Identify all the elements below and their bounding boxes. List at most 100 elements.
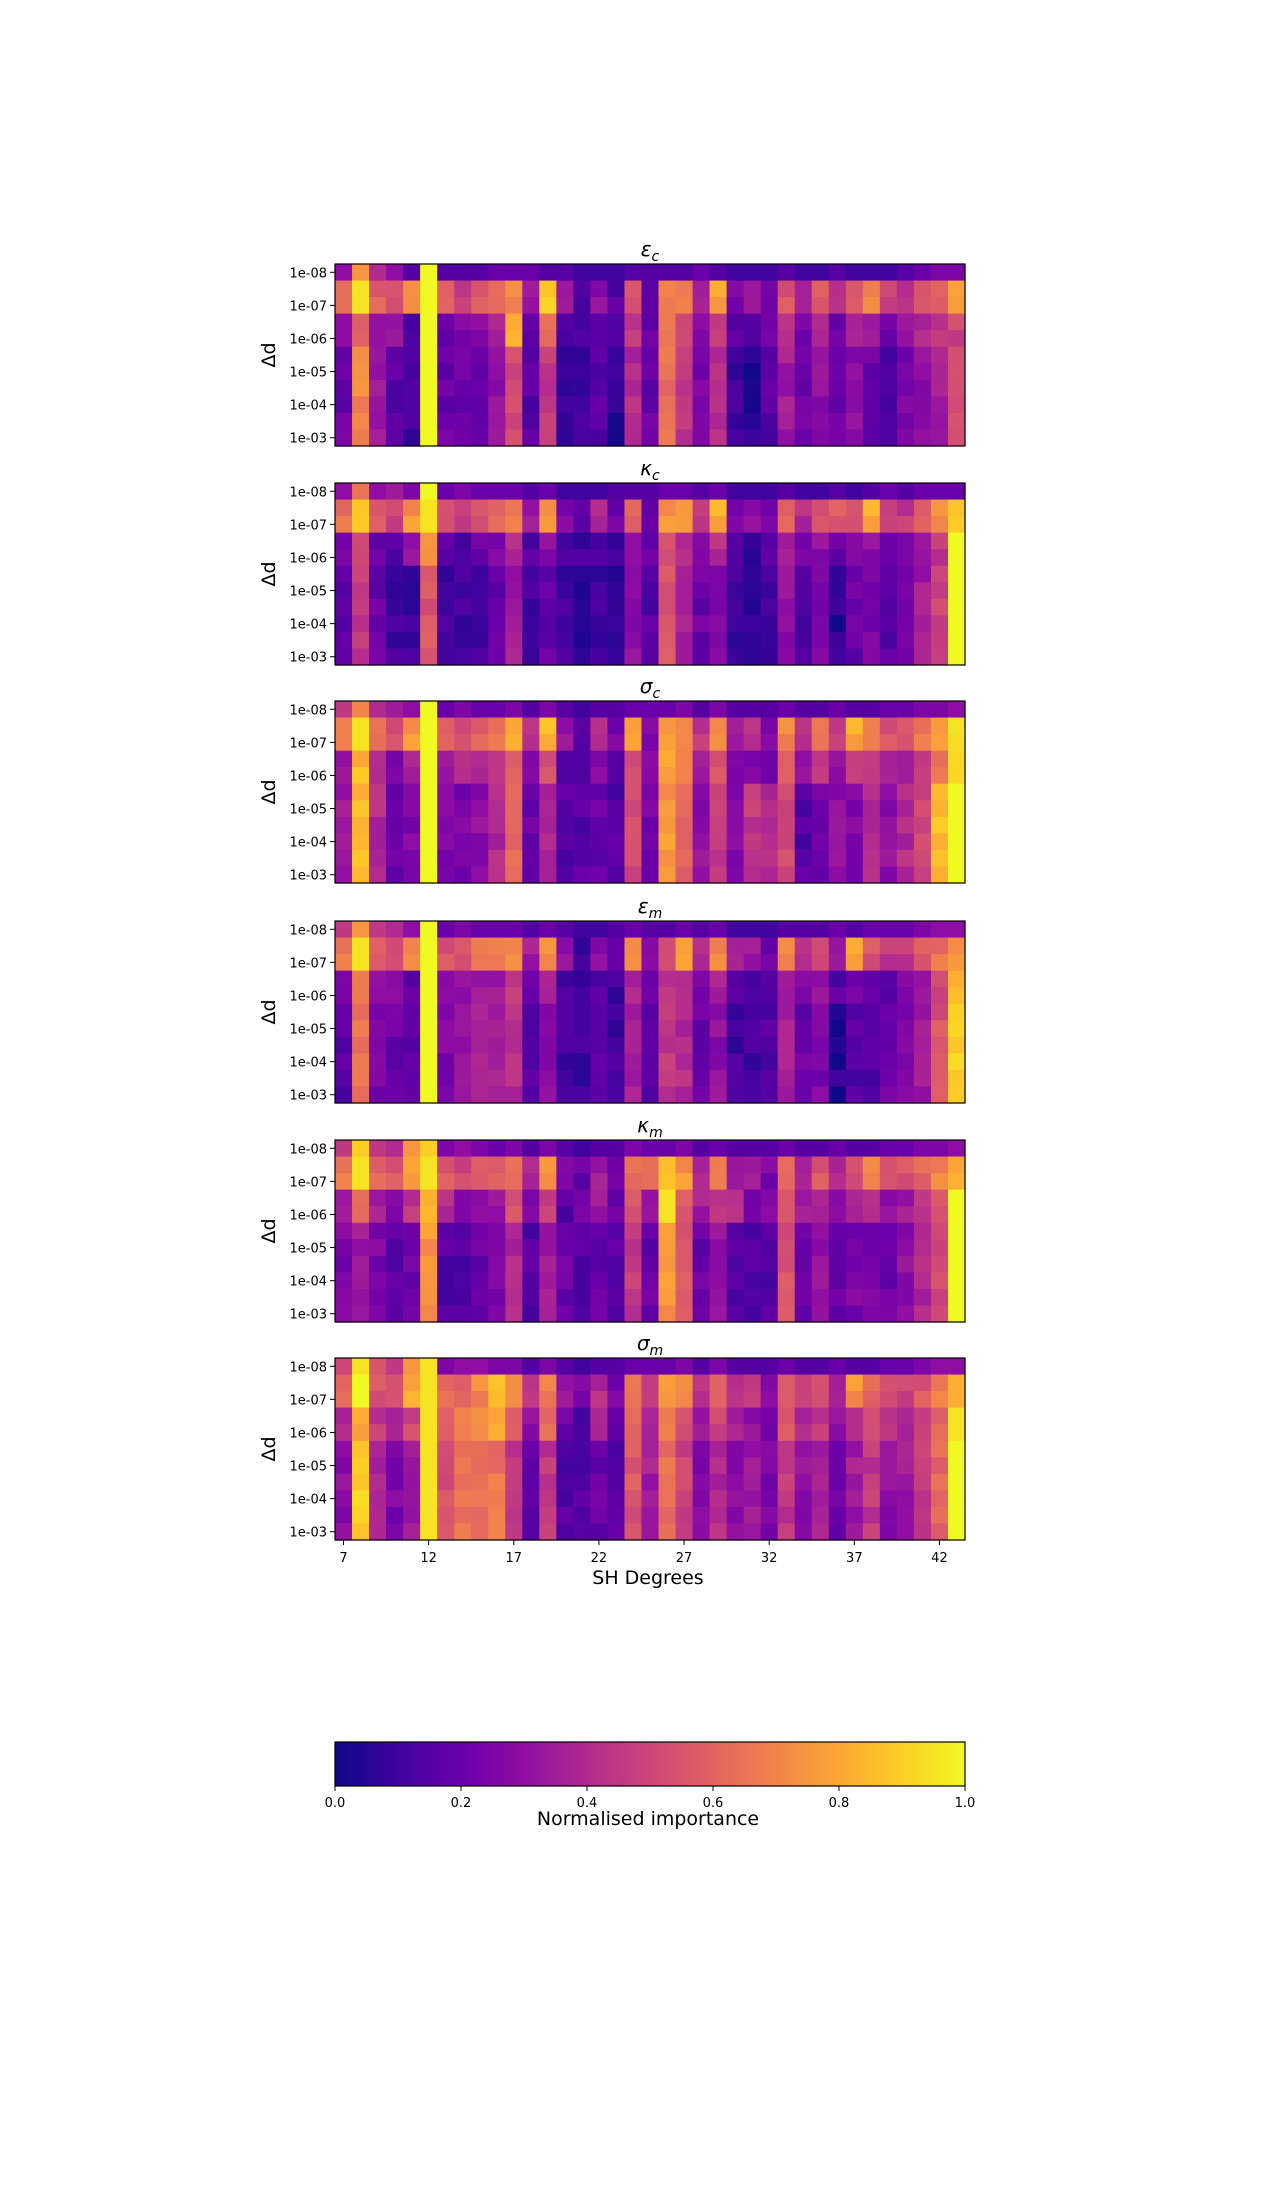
heatmap-cell <box>709 1173 728 1191</box>
heatmap-cell <box>454 849 472 868</box>
heatmap-cell <box>641 1457 660 1475</box>
heatmap-cell <box>811 1140 830 1158</box>
heatmap-cell <box>760 297 779 315</box>
heatmap-cell <box>675 549 694 567</box>
heatmap-cell <box>556 1003 574 1021</box>
heatmap-cell <box>573 280 592 298</box>
heatmap-cell <box>930 631 949 650</box>
heatmap-cell <box>369 1424 387 1442</box>
heatmap-cell <box>505 849 523 868</box>
heatmap-cell <box>471 1523 489 1541</box>
heatmap-cell <box>726 1222 745 1240</box>
y-axis-label: Δd <box>258 561 280 586</box>
heatmap-cell <box>369 1358 387 1376</box>
heatmap-cell <box>386 1086 404 1104</box>
heatmap-cell <box>862 1086 881 1104</box>
heatmap-cell <box>573 734 592 752</box>
heatmap-cell <box>896 499 915 517</box>
heatmap-cell <box>607 1189 626 1207</box>
heatmap-cell <box>760 549 779 567</box>
heatmap-cell <box>454 648 472 666</box>
heatmap-cell <box>709 1189 728 1207</box>
heatmap-cell <box>573 1173 592 1191</box>
heatmap-cell <box>386 346 404 364</box>
heatmap-cell <box>369 1506 387 1525</box>
heatmap-cell <box>726 866 745 884</box>
heatmap-cell <box>760 532 779 550</box>
heatmap-cell <box>913 549 932 567</box>
heatmap-cell <box>845 1206 864 1224</box>
heatmap-cell <box>896 1391 915 1409</box>
heatmap-cell <box>777 816 796 834</box>
heatmap-cell <box>590 1440 609 1458</box>
heatmap-cell <box>675 1506 694 1525</box>
heatmap-cell <box>658 970 677 988</box>
heatmap-cell <box>471 280 489 298</box>
heatmap-cell <box>794 1222 813 1240</box>
heatmap-cell <box>879 1407 898 1425</box>
heatmap-cell <box>403 379 421 397</box>
heatmap-cell <box>726 631 745 650</box>
heatmap-cell <box>930 1272 949 1290</box>
heatmap-cell <box>641 1069 660 1088</box>
heatmap-cell <box>794 1506 813 1525</box>
heatmap-cell <box>862 1206 881 1224</box>
heatmap-cell <box>522 816 540 834</box>
heatmap-cell <box>624 412 643 431</box>
heatmap-cell <box>726 1255 745 1273</box>
heatmap-cell <box>828 970 847 988</box>
heatmap-cell <box>335 1288 353 1307</box>
heatmap-cell <box>522 701 540 719</box>
heatmap-cell <box>879 1358 898 1376</box>
heatmap-cell <box>896 483 915 501</box>
heatmap-cell <box>692 1288 711 1307</box>
heatmap-cell <box>743 1206 762 1224</box>
heatmap-cell <box>675 429 694 447</box>
heatmap-cell <box>828 396 847 414</box>
heatmap-cell <box>488 1206 506 1224</box>
heatmap-cell <box>420 598 438 616</box>
heatmap-cell <box>675 1069 694 1088</box>
heatmap-cell <box>760 1457 779 1475</box>
heatmap-cell <box>420 701 438 719</box>
heatmap-cell <box>386 330 404 348</box>
heatmap-cell <box>743 1523 762 1541</box>
heatmap-cell <box>386 1053 404 1071</box>
heatmap-cell <box>573 1407 592 1425</box>
heatmap-cell <box>760 783 779 801</box>
heatmap-cell <box>403 970 421 988</box>
y-tick-label: 1e-04 <box>289 1493 327 1508</box>
heatmap-cell <box>641 346 660 364</box>
heatmap-cell <box>879 297 898 315</box>
heatmap-cell <box>454 412 472 431</box>
heatmap-cell <box>913 1407 932 1425</box>
heatmap-cell <box>692 264 711 282</box>
heatmap-cell <box>607 866 626 884</box>
heatmap-cell <box>369 1173 387 1191</box>
heatmap-cell <box>420 264 438 282</box>
x-axis-label: SH Degrees <box>592 1567 703 1589</box>
heatmap-cell <box>624 921 643 939</box>
heatmap-cell <box>471 1391 489 1409</box>
heatmap-cell <box>794 499 813 517</box>
heatmap-cell <box>556 1239 574 1257</box>
heatmap-cell <box>811 937 830 955</box>
heatmap-cell <box>590 849 609 868</box>
heatmap-cell <box>539 1140 557 1158</box>
heatmap-cell <box>675 363 694 381</box>
heatmap-cell <box>505 1003 523 1021</box>
heatmap-cell <box>573 598 592 616</box>
heatmap-cell <box>675 313 694 331</box>
heatmap-cell <box>760 1523 779 1541</box>
heatmap-cell <box>437 396 455 414</box>
heatmap-cell <box>658 1424 677 1442</box>
y-tick-label: 1e-05 <box>289 366 327 381</box>
heatmap-cell <box>879 1222 898 1240</box>
heatmap-cell <box>505 1086 523 1104</box>
heatmap-cell <box>573 565 592 583</box>
heatmap-cell <box>352 396 370 414</box>
heatmap-cell <box>794 330 813 348</box>
heatmap-cell <box>930 1156 949 1174</box>
heatmap-cell <box>845 615 864 633</box>
heatmap-cell <box>403 1086 421 1104</box>
